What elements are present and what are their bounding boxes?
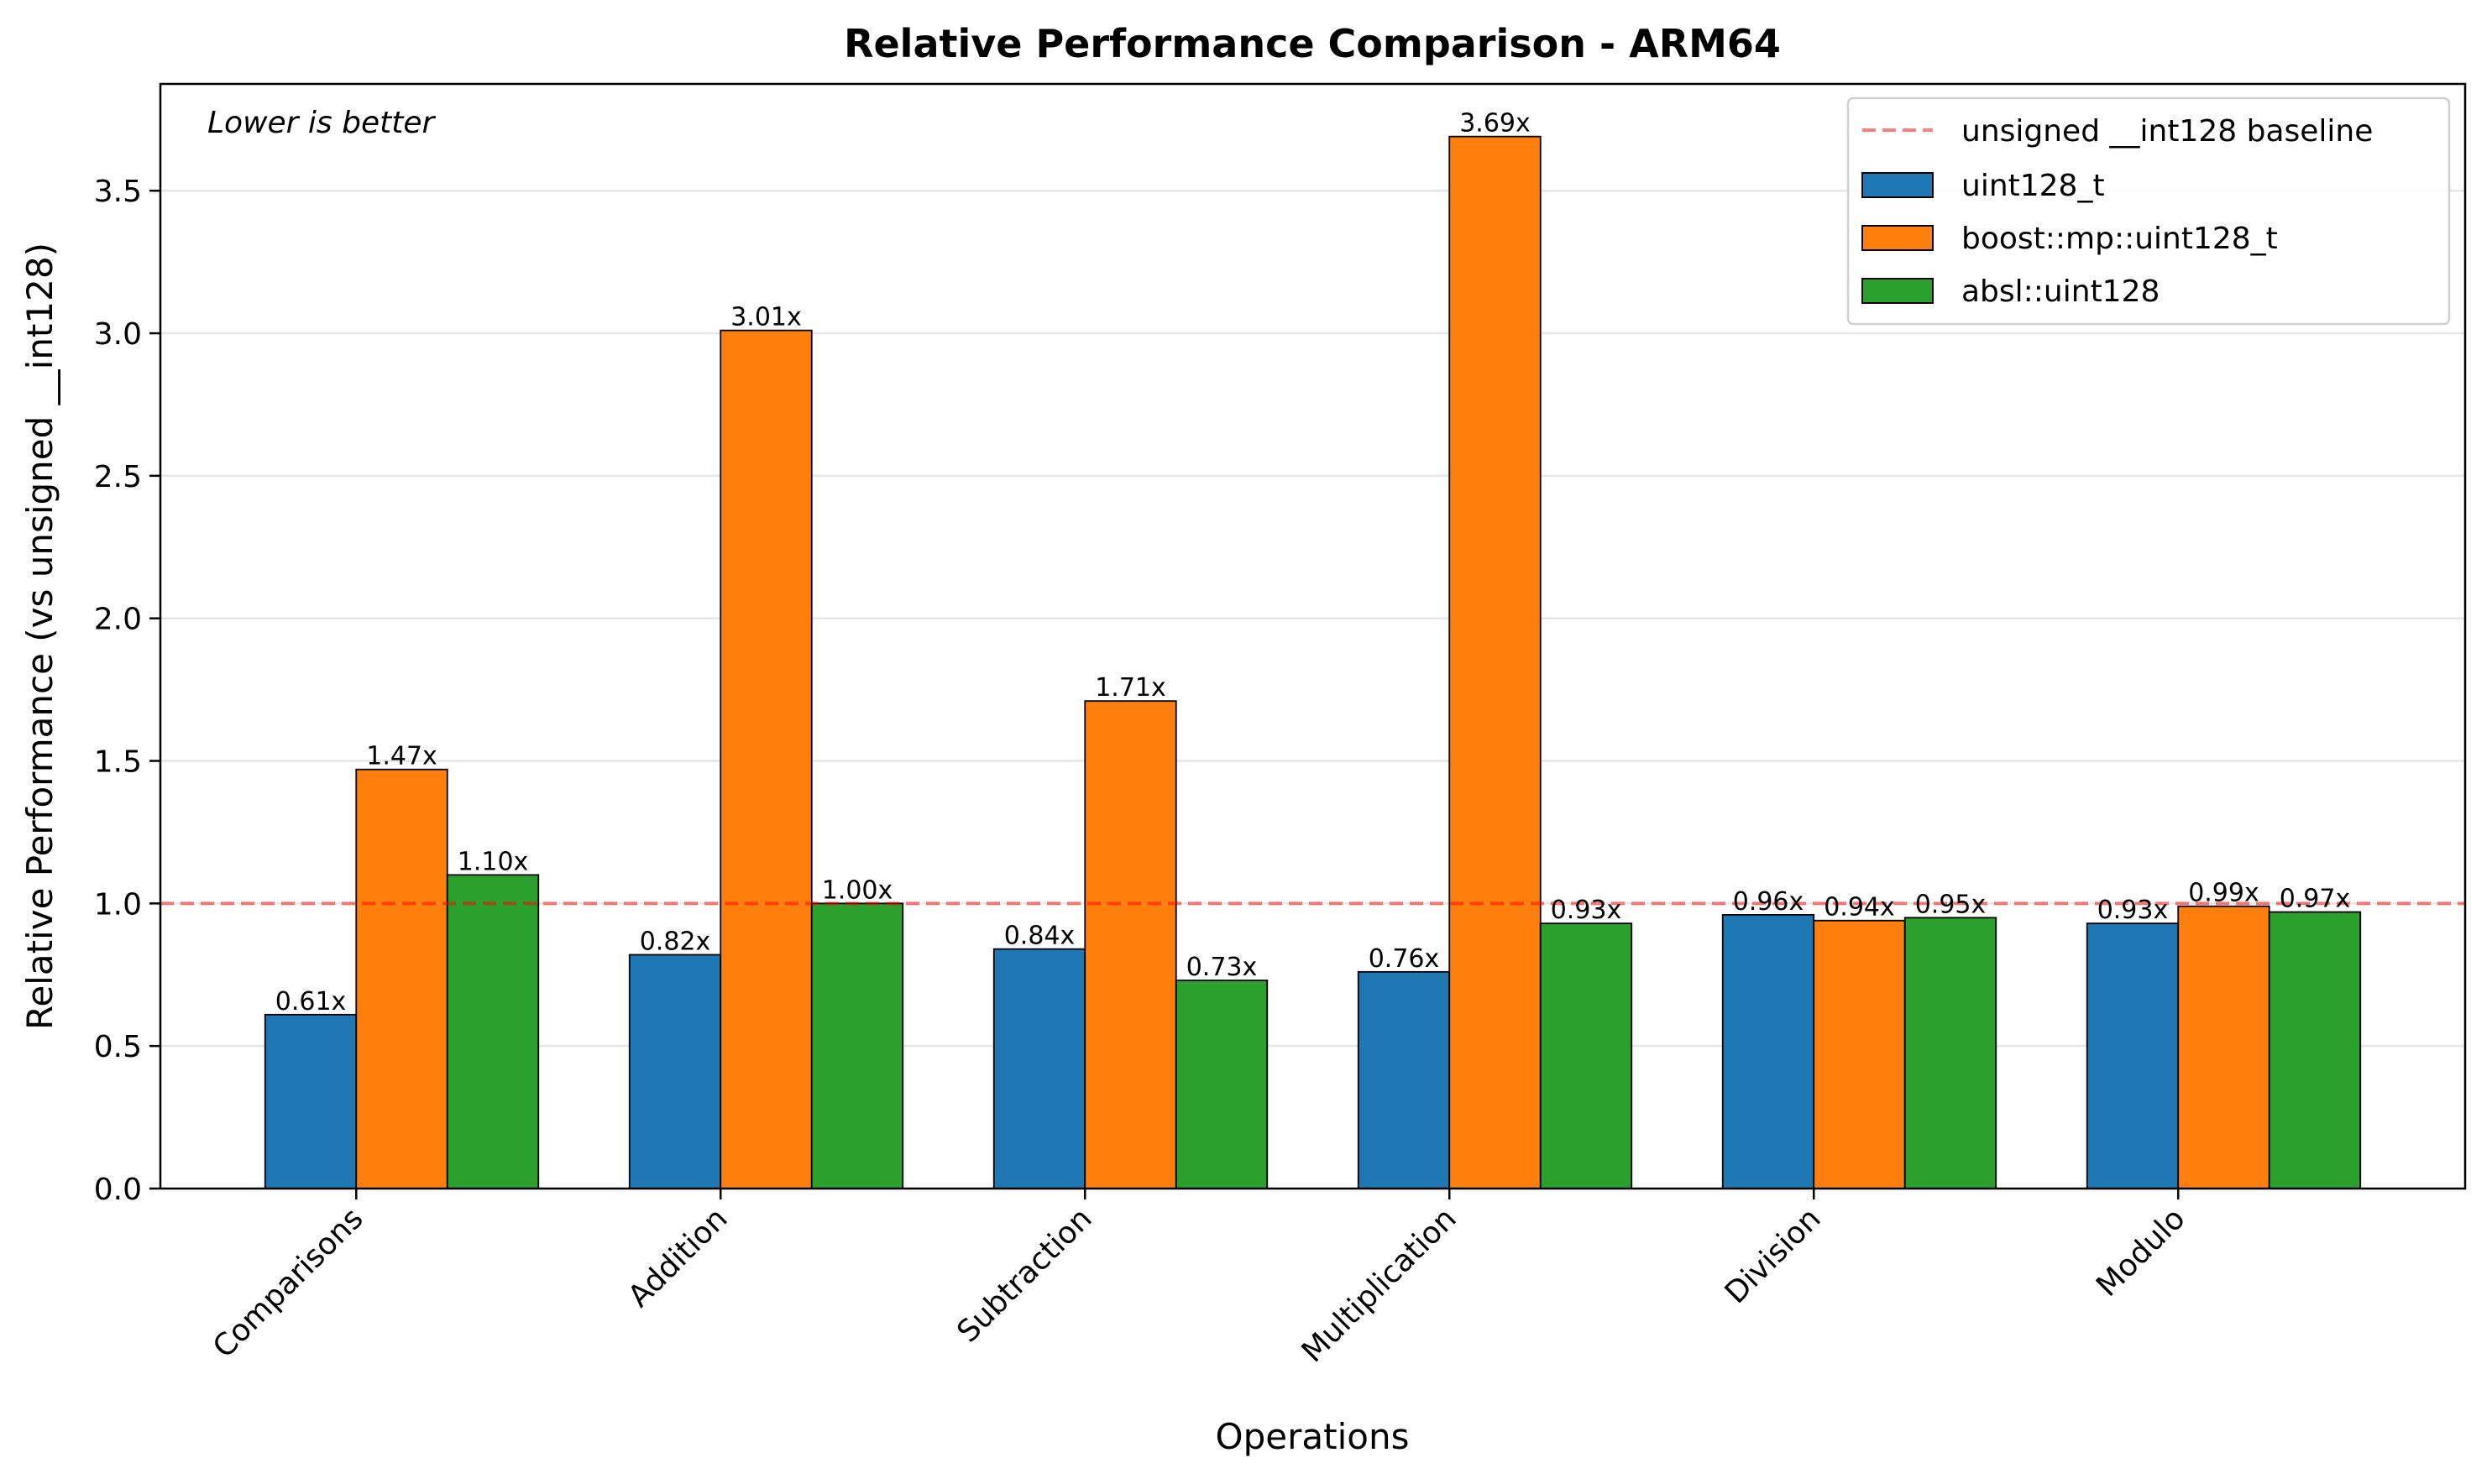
legend-swatch [1861, 225, 1934, 251]
bar-absl-uint128 [1175, 980, 1269, 1189]
x-tick-label: Subtraction [950, 1201, 1098, 1349]
bar-boost-mp-uint128-t [720, 329, 813, 1189]
bar-value-label: 0.95x [1915, 890, 1987, 919]
bar-value-label: 1.00x [822, 875, 893, 905]
x-tick-label: Division [1719, 1201, 1828, 1310]
bar-value-label: 0.94x [1824, 893, 1895, 922]
bar-value-label: 3.69x [1459, 109, 1531, 138]
legend-label: absl::uint128 [1961, 274, 2160, 309]
legend-swatch [1861, 172, 1934, 198]
x-tick-label: Comparisons [207, 1201, 370, 1365]
x-axis-label: Operations [1216, 1416, 1410, 1457]
bar-labels: 0.61x 0.82x 0.84x 0.76x 0.96x 0.93x 1.47x 3.01x… [275, 109, 2351, 1016]
legend: unsigned __int128 baseline uint128_tboos… [1846, 97, 2451, 326]
bar-uint128-t [264, 1013, 358, 1189]
bars [264, 135, 2362, 1189]
bar-uint128-t [1721, 914, 1815, 1189]
y-tick-label: 1.5 [94, 745, 142, 780]
bar-value-label: 3.01x [730, 303, 802, 332]
bar-value-label: 0.93x [2097, 896, 2169, 925]
annotation-lower-is-better: Lower is better [207, 106, 436, 140]
bar-uint128-t [628, 954, 722, 1189]
bar-value-label: 0.61x [275, 987, 347, 1016]
legend-swatch [1861, 278, 1934, 304]
bar-value-label: 1.47x [366, 742, 437, 771]
y-tick-label: 1.0 [94, 887, 142, 922]
x-tick-label: Modulo [2090, 1201, 2191, 1303]
bar-value-label: 0.99x [2188, 879, 2259, 908]
plot-frame [159, 82, 2467, 1190]
legend-box [1846, 97, 2451, 326]
legend-label-baseline: unsigned __int128 baseline [1961, 114, 2373, 149]
bar-absl-uint128 [2268, 911, 2362, 1189]
bar-value-label: 1.71x [1095, 673, 1166, 703]
bar-value-label: 0.84x [1004, 922, 1076, 951]
y-tick-label: 3.0 [94, 317, 142, 352]
bar-value-label: 0.97x [2280, 885, 2351, 914]
y-tick-label: 0.0 [94, 1173, 142, 1207]
bar-absl-uint128 [446, 874, 540, 1189]
bar-value-label: 0.96x [1733, 887, 1804, 917]
bar-uint128-t [1357, 970, 1451, 1189]
bar-boost-mp-uint128-t [355, 768, 448, 1189]
y-axis: 0.0 0.5 1.0 1.5 2.0 2.5 3.0 3.5 [94, 175, 160, 1207]
y-tick-label: 0.5 [94, 1030, 142, 1064]
bar-boost-mp-uint128-t [1448, 135, 1542, 1189]
bar-value-label: 0.93x [1551, 896, 1622, 925]
y-axis-label: Relative Performance (vs unsigned __int1… [19, 243, 60, 1030]
bar-value-label: 0.73x [1186, 953, 1258, 982]
bar-uint128-t [2086, 922, 2180, 1189]
bar-uint128-t [992, 948, 1086, 1189]
bar-boost-mp-uint128-t [2177, 905, 2270, 1189]
chart-title: Relative Performance Comparison - ARM64 [844, 21, 1781, 66]
legend-label: uint128_t [1961, 169, 2105, 203]
y-tick-label: 2.5 [94, 460, 142, 494]
bar-absl-uint128 [1903, 917, 1997, 1189]
bar-absl-uint128 [810, 902, 904, 1189]
y-tick-label: 3.5 [94, 175, 142, 209]
bar-value-label: 0.82x [640, 927, 711, 956]
bar-value-label: 1.10x [458, 847, 529, 876]
x-tick-label: Multiplication [1296, 1201, 1463, 1369]
bar-value-label: 0.76x [1369, 944, 1440, 974]
x-axis: Comparisons Addition Subtraction Multiplica… [207, 1189, 2192, 1369]
legend-label: boost::mp::uint128_t [1961, 222, 2278, 256]
bar-boost-mp-uint128-t [1813, 919, 1906, 1189]
bar-absl-uint128 [1539, 922, 1633, 1189]
x-tick-label: Addition [622, 1201, 735, 1314]
y-tick-label: 2.0 [94, 603, 142, 637]
bar-boost-mp-uint128-t [1084, 700, 1177, 1189]
